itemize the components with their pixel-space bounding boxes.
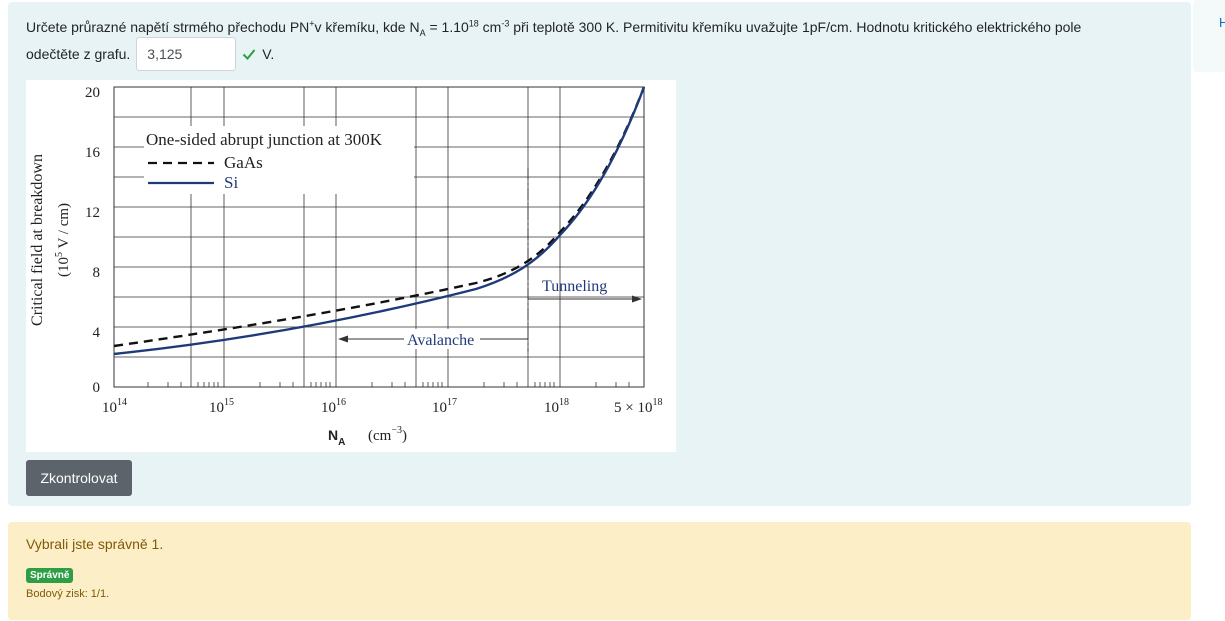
x-tick-exp: 18: [559, 397, 569, 408]
y-tick-label: 4: [93, 325, 101, 341]
x-tick-base: 10: [432, 400, 447, 416]
avalanche-label: Avalanche: [407, 332, 474, 349]
x-axis-units: (cm−3): [368, 425, 407, 444]
y-tick-label: 0: [93, 380, 101, 396]
check-answer-button[interactable]: Zkontrolovat: [26, 460, 132, 496]
answer-unit: V.: [262, 46, 275, 62]
correct-check-icon: [243, 49, 256, 60]
question-sup: +: [309, 18, 315, 29]
feedback-message: Vybrali jste správně 1.: [26, 536, 164, 552]
y-axis-title: Critical field at breakdown: [29, 154, 46, 326]
y-units-suffix: V / cm): [56, 203, 72, 252]
question-text-part: Určete průrazné napětí strmého přechodu …: [26, 19, 310, 35]
side-panel[interactable]: H: [1193, 0, 1225, 72]
legend-si-label: Si: [224, 173, 238, 192]
x-tick-base: 10: [321, 400, 336, 416]
legend-title: One-sided abrupt junction at 300K: [146, 130, 383, 149]
answer-row: odečtěte z grafu. V.: [26, 37, 274, 71]
critical-field-graph: 0 4 8 12 16 20 Critical field at breakdo…: [29, 85, 662, 448]
question-text-line2: odečtěte z grafu.: [26, 46, 131, 62]
question-sup: -3: [501, 18, 510, 29]
gaas-curve: [113, 86, 646, 348]
x-tick-label: 1018: [544, 397, 569, 416]
x-tick-exp: 17: [447, 397, 457, 408]
y-tick-label: 16: [85, 145, 101, 161]
feedback-card: Vybrali jste správně 1. Správně Bodový z…: [8, 522, 1191, 620]
x-tick-base: 10: [544, 400, 559, 416]
x-tick-label: 5 × 1018: [614, 397, 662, 416]
x-label-main: N: [328, 427, 338, 443]
points-text: Bodový zisk: 1/1.: [26, 588, 110, 600]
tunneling-arrow-head: [632, 295, 642, 303]
si-curve: [113, 86, 646, 356]
question-graph-image: 0 4 8 12 16 20 Critical field at breakdo…: [26, 80, 676, 452]
tunneling-label: Tunneling: [542, 278, 607, 295]
x-tick-label: 1016: [321, 397, 346, 416]
x-axis-label: NA: [328, 427, 345, 448]
y-units-prefix: (10: [56, 257, 72, 277]
x-tick-exp: 18: [652, 397, 662, 408]
x-tick-base: 10: [102, 400, 117, 416]
avalanche-label-bg: [404, 329, 480, 349]
question-text-part: v křemíku, kde N: [314, 19, 420, 35]
question-sub: A: [419, 27, 426, 38]
question-text: Určete průrazné napětí strmého přechodu …: [26, 13, 1176, 41]
x-units-sup: −3: [391, 425, 402, 436]
x-tick-last-prefix: 5 × 10: [614, 400, 652, 416]
legend-gaas-label: GaAs: [224, 153, 263, 172]
x-tick-label: 1017: [432, 397, 457, 416]
y-units-sup: 5: [54, 252, 65, 257]
answer-input[interactable]: [136, 37, 237, 71]
x-tick-exp: 15: [224, 397, 234, 408]
x-tick-exp: 14: [117, 397, 127, 408]
question-text-part: při teplotě 300 K. Permitivitu křemíku u…: [509, 19, 1082, 35]
question-text-part: = 1.10: [425, 19, 469, 35]
y-axis-units: (105 V / cm): [54, 203, 72, 277]
side-panel-label: H: [1219, 15, 1225, 30]
x-label-sub: A: [338, 437, 345, 448]
correct-badge: Správně: [26, 568, 74, 583]
x-tick-label: 1014: [102, 397, 127, 416]
question-sup: 18: [468, 18, 479, 29]
y-tick-label: 8: [93, 265, 101, 281]
y-tick-label: 20: [85, 85, 100, 101]
avalanche-arrow-head: [338, 335, 348, 343]
question-text-part: cm: [478, 19, 502, 35]
y-tick-label: 12: [85, 205, 100, 221]
x-minor-ticks: [147, 382, 630, 387]
x-tick-base: 10: [209, 400, 224, 416]
x-tick-exp: 16: [336, 397, 346, 408]
x-units: (cm: [368, 428, 392, 444]
x-units-end: ): [402, 428, 407, 444]
x-tick-label: 1015: [209, 397, 234, 416]
